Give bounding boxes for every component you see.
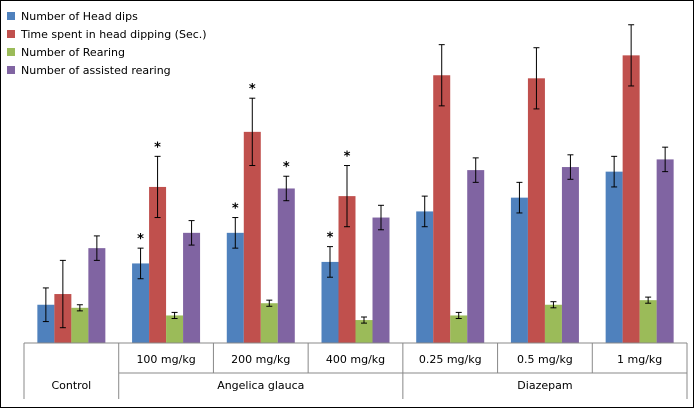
bar-time-spent-in-head-dipping-sec-1-mg-kg: [622, 55, 640, 344]
legend-label-time-spent-in-head-dipping-sec: Time spent in head dipping (Sec.): [20, 28, 207, 41]
x-group-label-angelica-glauca: Angelica glauca: [217, 379, 304, 392]
bar-time-spent-in-head-dipping-sec-100-mg-kg: [149, 186, 167, 343]
bar-number-of-assisted-rearing-0-5-mg-kg: [561, 167, 579, 343]
bar-number-of-assisted-rearing-0-25-mg-kg: [467, 170, 485, 343]
legend-swatch-time-spent-in-head-dipping-sec: [7, 30, 15, 38]
significance-star-number-of-head-dips-100-mg-kg: *: [137, 232, 144, 247]
x-tick-label-0-25-mg-kg: 0.25 mg/kg: [419, 353, 482, 366]
significance-star-number-of-head-dips-400-mg-kg: *: [327, 231, 334, 246]
category-axis: Control 100 mg/kg 200 mg/kg 400 mg/kg Angeli…: [23, 342, 688, 399]
bar-number-of-rearing-0-25-mg-kg: [450, 315, 468, 343]
bar-number-of-head-dips-1-mg-kg: [605, 171, 623, 343]
significance-star-number-of-head-dips-200-mg-kg: *: [232, 202, 239, 217]
bar-number-of-rearing-200-mg-kg: [260, 303, 278, 343]
bar-number-of-rearing-400-mg-kg: [355, 320, 373, 343]
bar-time-spent-in-head-dipping-sec-0-25-mg-kg: [433, 75, 451, 343]
significance-star-time-spent-in-head-dipping-sec-100-mg-kg: *: [154, 140, 161, 155]
bar-number-of-head-dips-200-mg-kg: [226, 232, 244, 343]
bar-number-of-assisted-rearing-200-mg-kg: [277, 188, 295, 343]
bar-time-spent-in-head-dipping-sec-400-mg-kg: [338, 196, 356, 343]
bar-number-of-assisted-rearing-1-mg-kg: [656, 159, 674, 343]
error-bars-layer: [42, 24, 669, 329]
legend-swatch-number-of-assisted-rearing: [7, 66, 15, 74]
bars-layer: [37, 55, 674, 344]
legend-swatch-number-of-head-dips: [7, 12, 15, 20]
bar-number-of-head-dips-400-mg-kg: [321, 261, 339, 343]
legend: Number of Head dips Time spent in head di…: [7, 10, 207, 77]
legend-label-number-of-head-dips: Number of Head dips: [21, 10, 138, 23]
x-tick-label-400-mg-kg: 400 mg/kg: [326, 353, 385, 366]
bar-number-of-head-dips-0-25-mg-kg: [416, 211, 434, 343]
bar-number-of-head-dips-100-mg-kg: [132, 263, 150, 343]
bar-number-of-rearing-100-mg-kg: [166, 315, 184, 343]
bar-number-of-head-dips-0-5-mg-kg: [510, 197, 528, 343]
significance-star-number-of-assisted-rearing-200-mg-kg: *: [283, 160, 290, 175]
x-group-label-diazepam: Diazepam: [517, 379, 572, 392]
significance-markers-layer: * * * * * * *: [137, 82, 350, 247]
x-group-label-control: Control: [51, 379, 91, 392]
legend-label-number-of-assisted-rearing: Number of assisted rearing: [21, 64, 171, 77]
bar-number-of-rearing-control: [71, 307, 89, 343]
x-tick-label-0-5-mg-kg: 0.5 mg/kg: [517, 353, 573, 366]
bar-number-of-assisted-rearing-400-mg-kg: [372, 217, 390, 343]
bar-time-spent-in-head-dipping-sec-0-5-mg-kg: [527, 78, 545, 343]
bar-number-of-rearing-0-5-mg-kg: [544, 304, 562, 343]
bar-number-of-assisted-rearing-control: [88, 248, 106, 343]
x-tick-label-200-mg-kg: 200 mg/kg: [231, 353, 290, 366]
legend-label-number-of-rearing: Number of Rearing: [21, 46, 125, 59]
bar-time-spent-in-head-dipping-sec-200-mg-kg: [243, 131, 261, 343]
x-tick-label-100-mg-kg: 100 mg/kg: [136, 353, 195, 366]
x-tick-label-1-mg-kg: 1 mg/kg: [617, 353, 662, 366]
significance-star-time-spent-in-head-dipping-sec-200-mg-kg: *: [249, 82, 256, 97]
significance-star-time-spent-in-head-dipping-sec-400-mg-kg: *: [344, 150, 351, 165]
bar-number-of-head-dips-control: [37, 304, 55, 343]
bar-number-of-assisted-rearing-100-mg-kg: [183, 232, 201, 343]
bar-number-of-rearing-1-mg-kg: [639, 300, 657, 343]
legend-swatch-number-of-rearing: [7, 48, 15, 56]
